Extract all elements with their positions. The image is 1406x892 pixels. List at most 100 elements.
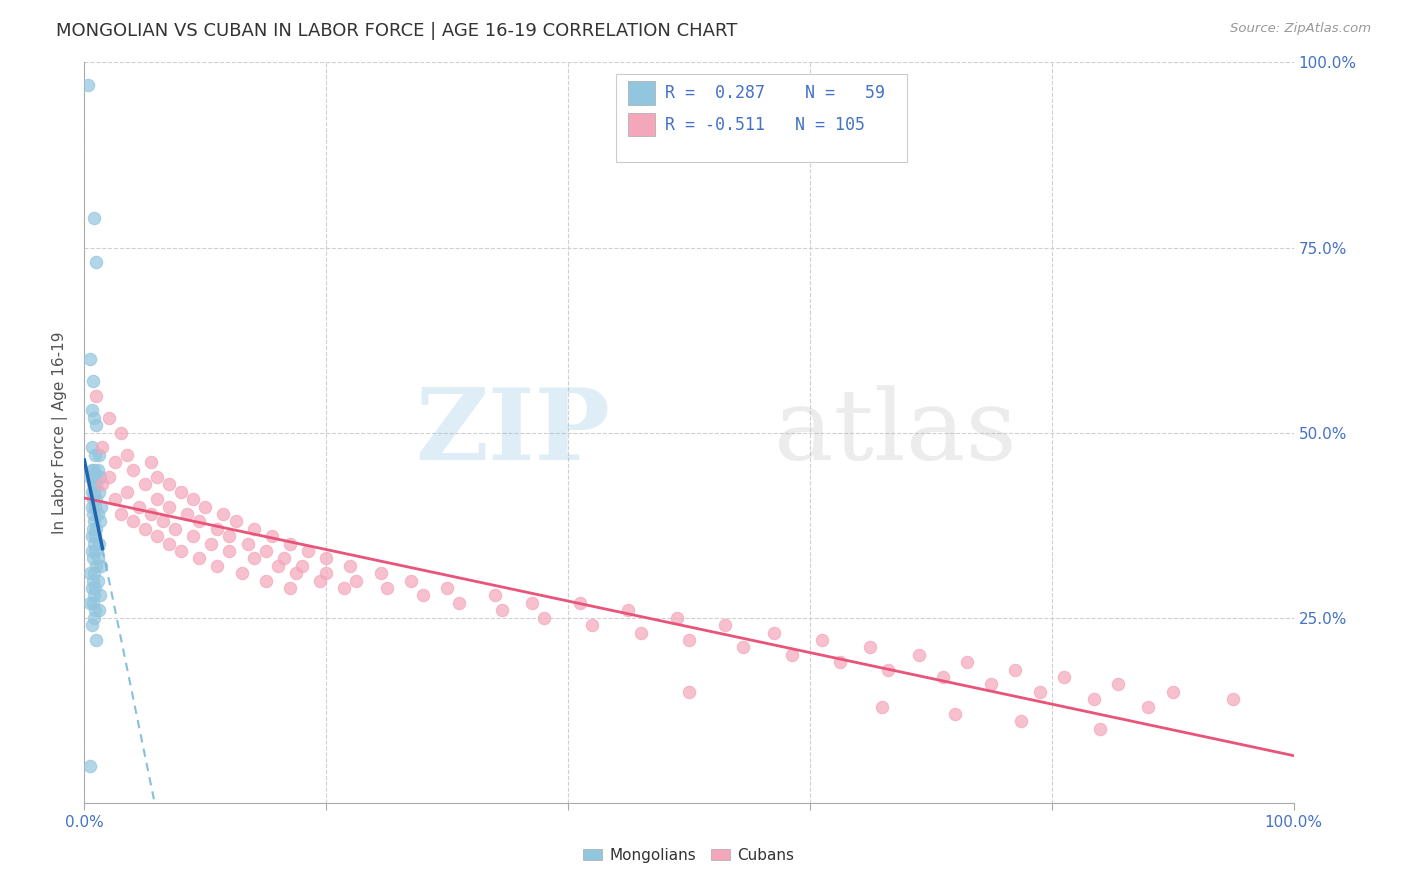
Point	[278, 581, 301, 595]
Point	[83, 211, 105, 225]
Point	[83, 410, 105, 425]
Text: atlas: atlas	[773, 384, 1017, 481]
Point	[907, 648, 929, 662]
Point	[315, 551, 337, 566]
Point	[309, 574, 332, 588]
Point	[200, 536, 222, 550]
Point	[146, 492, 169, 507]
Point	[278, 536, 301, 550]
Point	[82, 374, 104, 388]
Point	[104, 492, 127, 507]
Point	[811, 632, 834, 647]
Point	[83, 566, 105, 581]
Point	[188, 551, 211, 566]
Point	[110, 425, 132, 440]
Point	[212, 507, 235, 521]
Point	[89, 470, 111, 484]
Point	[80, 544, 103, 558]
Point	[375, 581, 398, 595]
Point	[90, 500, 112, 514]
Point	[79, 596, 101, 610]
Point	[80, 500, 103, 514]
Point	[86, 574, 108, 588]
Point	[82, 477, 104, 491]
FancyBboxPatch shape	[616, 73, 907, 162]
Point	[87, 603, 110, 617]
Point	[188, 515, 211, 529]
Point	[82, 574, 104, 588]
Point	[79, 351, 101, 366]
Point	[980, 677, 1002, 691]
Text: Source: ZipAtlas.com: Source: ZipAtlas.com	[1230, 22, 1371, 36]
Point	[157, 477, 180, 491]
Point	[449, 596, 471, 610]
Point	[569, 596, 592, 610]
Point	[86, 522, 108, 536]
Point	[315, 566, 337, 581]
Point	[665, 610, 688, 624]
Point	[236, 536, 259, 550]
Point	[176, 507, 198, 521]
Point	[134, 477, 156, 491]
Point	[181, 529, 204, 543]
Point	[86, 477, 108, 491]
Y-axis label: In Labor Force | Age 16-19: In Labor Force | Age 16-19	[52, 331, 69, 534]
Point	[110, 507, 132, 521]
Point	[97, 410, 120, 425]
Point	[1053, 670, 1076, 684]
Point	[86, 632, 108, 647]
Point	[121, 462, 143, 476]
Point	[79, 758, 101, 772]
Point	[170, 484, 193, 499]
Point	[370, 566, 392, 581]
Point	[139, 455, 162, 469]
Point	[146, 470, 169, 484]
Point	[242, 522, 264, 536]
Point	[254, 544, 277, 558]
Point	[617, 603, 640, 617]
Point	[86, 507, 108, 521]
Point	[284, 566, 308, 581]
Point	[82, 551, 104, 566]
Point	[152, 515, 174, 529]
FancyBboxPatch shape	[628, 112, 655, 136]
Point	[84, 544, 107, 558]
Point	[932, 670, 955, 684]
Point	[97, 470, 120, 484]
Point	[231, 566, 253, 581]
Point	[82, 522, 104, 536]
Legend: Mongolians, Cubans: Mongolians, Cubans	[578, 842, 800, 869]
Point	[678, 685, 700, 699]
Point	[1004, 663, 1026, 677]
Point	[491, 603, 513, 617]
Text: MONGOLIAN VS CUBAN IN LABOR FORCE | AGE 16-19 CORRELATION CHART: MONGOLIAN VS CUBAN IN LABOR FORCE | AGE …	[56, 22, 738, 40]
Point	[291, 558, 314, 573]
Point	[86, 558, 108, 573]
Point	[346, 574, 368, 588]
Point	[1161, 685, 1184, 699]
Point	[254, 574, 277, 588]
Point	[82, 596, 104, 610]
Point	[86, 551, 108, 566]
Point	[89, 515, 111, 529]
Point	[194, 500, 217, 514]
Point	[581, 618, 603, 632]
Text: R = -0.511   N = 105: R = -0.511 N = 105	[665, 116, 865, 134]
Point	[157, 536, 180, 550]
Point	[520, 596, 543, 610]
Point	[80, 441, 103, 455]
Point	[84, 470, 107, 484]
Point	[484, 589, 506, 603]
Point	[82, 492, 104, 507]
Point	[412, 589, 434, 603]
Point	[218, 529, 240, 543]
Point	[207, 522, 229, 536]
Point	[80, 529, 103, 543]
Point	[207, 558, 229, 573]
Point	[1137, 699, 1160, 714]
Point	[79, 470, 101, 484]
Point	[83, 515, 105, 529]
Point	[84, 500, 107, 514]
Point	[115, 448, 138, 462]
Point	[128, 500, 150, 514]
